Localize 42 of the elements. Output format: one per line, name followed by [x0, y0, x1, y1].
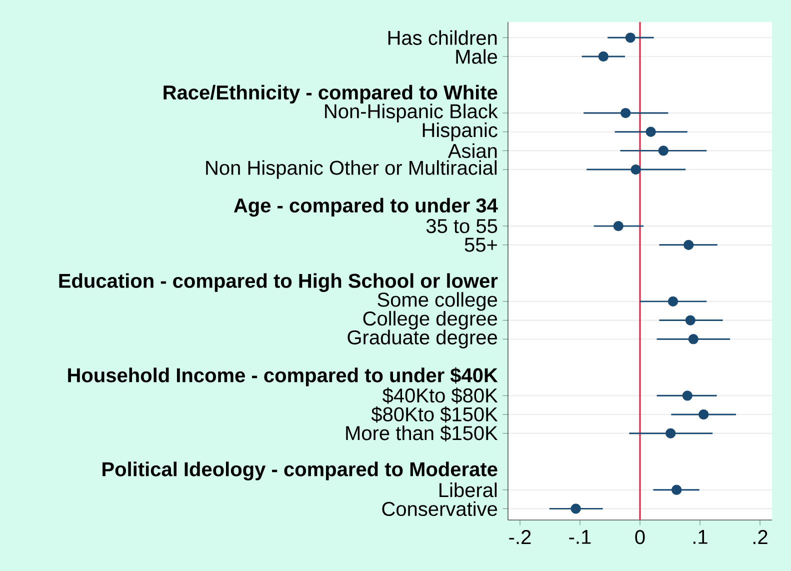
point [570, 504, 581, 514]
y-tick-label: Political Ideology - compared to Moderate [102, 462, 498, 480]
y-tick-label: Has children [388, 30, 497, 45]
y-tick-label: Non-Hispanic Black [325, 104, 498, 122]
x-tick-label: -.2 [509, 530, 531, 544]
y-tick-label: Race/Ethnicity - compared to White [164, 84, 498, 104]
point [672, 484, 682, 495]
y-tick-label: Age - compared to under 34 [234, 198, 498, 217]
point [682, 390, 692, 401]
point [630, 164, 641, 175]
y-tick-label: Conservative [382, 501, 498, 516]
y-tick-label: $40Kto $80K [382, 388, 498, 404]
y-tick-label: Liberal [440, 482, 497, 498]
point [684, 240, 694, 250]
y-tick-label: Non Hispanic Other or Multiracial [206, 160, 497, 179]
y-tick-label: Some college [378, 292, 498, 311]
y-tick-label: Hispanic [422, 122, 498, 142]
point [646, 126, 656, 137]
point [658, 146, 668, 156]
x-tick-label: .1 [693, 530, 708, 544]
point [620, 108, 631, 118]
y-tick-label: Education - compared to High School or lower [59, 273, 498, 292]
point [688, 334, 698, 344]
y-tick-label: More than $150K [346, 425, 498, 442]
point [668, 296, 678, 307]
x-tick-label: .2 [753, 530, 768, 544]
point [666, 428, 676, 438]
y-tick-label: 55+ [464, 238, 497, 252]
y-tick-label: Asian [448, 143, 497, 158]
y-tick-label: Male [456, 49, 498, 64]
y-tick-label: Graduate degree [348, 330, 498, 348]
y-tick-label: Household Income - compared to under $40K [68, 367, 498, 386]
point [685, 315, 696, 326]
x-tick-label: -.1 [569, 530, 591, 544]
y-tick-label: $80Kto $150K [371, 406, 498, 423]
x-tick-label: 0 [635, 530, 645, 544]
point [598, 51, 608, 62]
point [698, 409, 709, 420]
point [625, 32, 636, 43]
y-tick-label: College degree [363, 310, 497, 330]
point [613, 220, 624, 232]
y-tick-label: 35 to 55 [426, 218, 498, 234]
